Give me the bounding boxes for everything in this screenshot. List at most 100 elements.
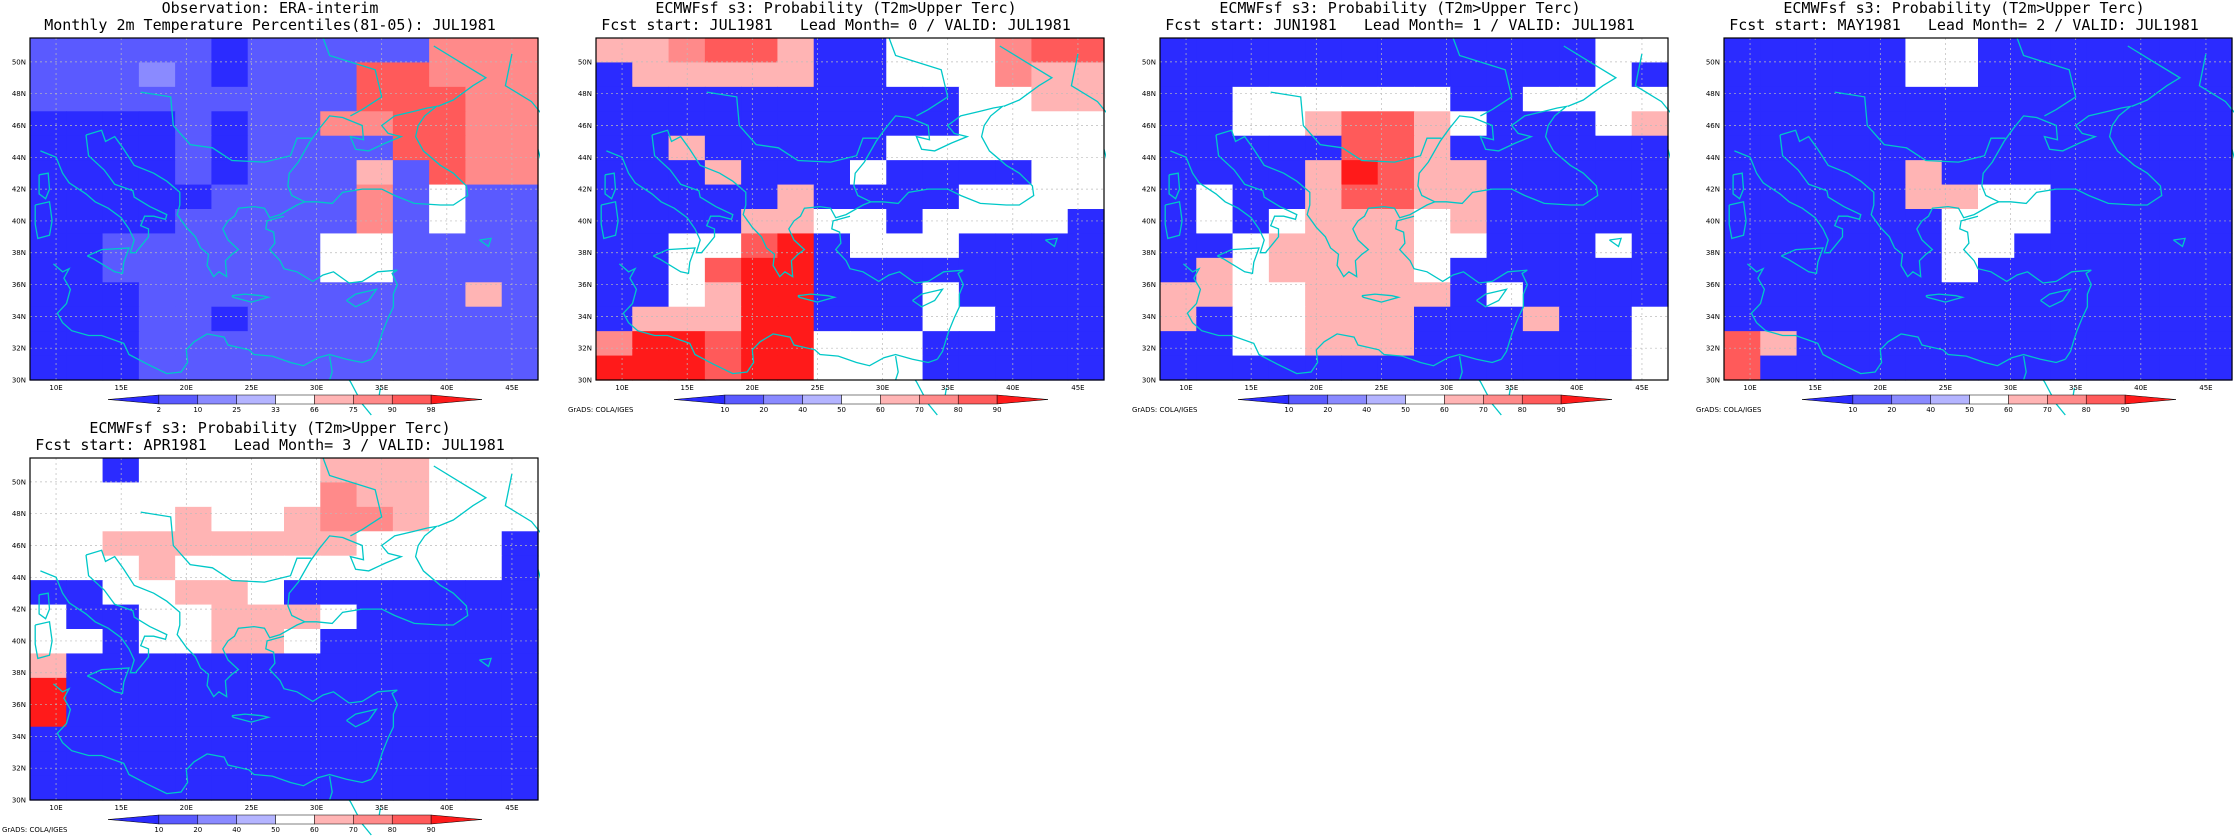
map-cell: [596, 38, 633, 64]
map-cell: [465, 458, 503, 484]
map-cell: [1832, 86, 1870, 112]
map-cell: [1631, 86, 1669, 112]
map-cell: [741, 38, 779, 64]
map-cell: [704, 355, 742, 381]
map-cell: [922, 184, 960, 210]
lat-tick-label: 40N: [12, 217, 26, 225]
lon-tick-label: 45E: [1635, 384, 1648, 392]
color-bar-segment: [1483, 394, 1523, 405]
map-cell: [284, 331, 321, 357]
lon-tick-label: 15E: [681, 384, 694, 392]
map-cell: [66, 184, 104, 210]
map-cell: [1905, 111, 1943, 137]
map-cell: [211, 604, 249, 630]
color-bar-label: 40: [798, 406, 807, 414]
map-cell: [958, 355, 996, 381]
map-cell: [356, 233, 394, 259]
map-cell: [429, 726, 467, 752]
map-cell: [320, 555, 358, 581]
lat-tick-label: 40N: [12, 637, 26, 645]
map-cell: [356, 209, 394, 235]
map-cell: [429, 629, 467, 655]
color-bar: 10 20 40 50 60 70 80 90: [1237, 394, 1613, 414]
map-cell: [465, 702, 503, 728]
map-cell: [1031, 306, 1069, 332]
map-cell: [1067, 257, 1105, 283]
map-cell: [1832, 355, 1870, 381]
map-cell: [392, 775, 430, 801]
map-cell: [1631, 355, 1669, 381]
map-cell: [1631, 135, 1669, 161]
map-cell: [429, 531, 467, 557]
map-cell: [429, 580, 467, 606]
map-cell: [1268, 111, 1306, 137]
map-cell: [1724, 111, 1761, 137]
map-cell: [596, 62, 633, 88]
color-bar-label: 60: [310, 826, 319, 834]
color-bar: 10 20 40 50 60 70 80 90: [1801, 394, 2177, 414]
map-cell: [2086, 233, 2124, 259]
map-cell: [1595, 111, 1633, 137]
map-cell: [2086, 135, 2124, 161]
map-cell: [392, 702, 430, 728]
map-cell: [1760, 209, 1798, 235]
map-cell: [247, 184, 285, 210]
color-bar-label: 20: [193, 826, 202, 834]
color-bar-label: 10: [1848, 406, 1857, 414]
map-cell: [465, 506, 503, 532]
map-cell: [632, 111, 670, 137]
map-cell: [320, 257, 358, 283]
map-cell: [813, 184, 851, 210]
map-cell: [392, 160, 430, 186]
map-cell: [1760, 355, 1798, 381]
map-cell: [1031, 233, 1069, 259]
color-bar-segment: [107, 814, 160, 825]
map-cell: [1724, 282, 1761, 308]
grads-credit: GrADS: COLA/IGES: [1132, 406, 1198, 414]
map-cell: [1067, 160, 1105, 186]
map-cell: [66, 506, 104, 532]
map-cell: [1631, 160, 1669, 186]
map-cell: [320, 629, 358, 655]
map-cell: [211, 160, 249, 186]
map-cell: [1377, 306, 1415, 332]
map-cell: [501, 629, 539, 655]
map-cell: [2123, 184, 2161, 210]
map-cell: [320, 233, 358, 259]
map-cell: [66, 257, 104, 283]
map-cell: [2195, 184, 2233, 210]
map-cell: [777, 306, 815, 332]
map-cell: [211, 726, 249, 752]
map-cell: [1305, 86, 1343, 112]
map-cell: [922, 160, 960, 186]
map-cell: [30, 458, 67, 484]
map-cell: [1160, 111, 1197, 137]
map-cell: [1414, 306, 1451, 332]
map-cell: [1377, 86, 1415, 112]
map-cell: [1760, 184, 1798, 210]
map-cell: [813, 111, 851, 137]
map-cell: [813, 86, 851, 112]
map-cell: [392, 62, 430, 88]
color-bar-segment: [158, 394, 199, 405]
map-cell: [429, 331, 467, 357]
lat-tick-label: 46N: [578, 122, 592, 130]
map-cell: [1377, 135, 1415, 161]
map-cell: [175, 653, 213, 679]
map-cell: [320, 726, 358, 752]
map-cell: [704, 233, 742, 259]
map-cell: [392, 282, 430, 308]
map-cell: [1268, 135, 1306, 161]
map-cell: [1760, 86, 1798, 112]
lat-tick-label: 38N: [12, 669, 26, 677]
map-cell: [247, 160, 285, 186]
map-cell: [1941, 38, 1979, 64]
lat-tick-label: 50N: [12, 478, 26, 486]
lat-tick-label: 30N: [1706, 377, 1720, 385]
map-cell: [429, 555, 467, 581]
map-cell: [392, 355, 430, 381]
map-cell: [2123, 135, 2161, 161]
map-cell: [501, 677, 539, 703]
map-cell: [1377, 38, 1415, 64]
map-cell: [1196, 282, 1234, 308]
